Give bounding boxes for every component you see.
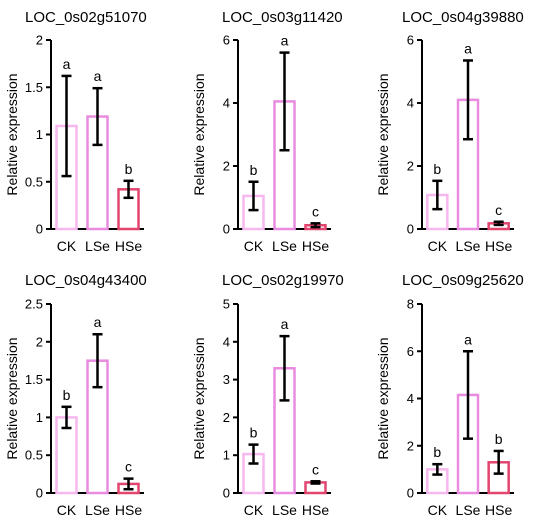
y-tick-label: 0.5: [25, 174, 43, 189]
y-tick-label: 3: [223, 372, 230, 387]
x-category-label: LSe: [85, 502, 110, 518]
y-tick-label: 2: [36, 334, 43, 349]
significance-label: b: [433, 444, 441, 460]
y-tick-label: 0: [36, 486, 43, 501]
significance-label: c: [495, 202, 502, 218]
y-tick-label: 5: [223, 297, 230, 312]
significance-label: b: [125, 161, 133, 177]
y-tick-label: 0: [407, 486, 414, 501]
x-category-label: CK: [428, 238, 448, 254]
x-category-label: LSe: [456, 502, 481, 518]
y-tick-label: 0: [407, 222, 414, 237]
y-tick-label: 0: [36, 222, 43, 237]
significance-label: a: [464, 331, 472, 347]
x-category-label: LSe: [272, 502, 297, 518]
y-axis-label: Relative expression: [375, 73, 391, 195]
x-category-label: HSe: [302, 238, 329, 254]
significance-label: a: [94, 68, 102, 84]
x-category-label: HSe: [485, 502, 512, 518]
y-tick-label: 6: [407, 344, 414, 359]
y-tick-label: 8: [407, 297, 414, 312]
x-category-label: LSe: [456, 238, 481, 254]
y-tick-label: 2.5: [25, 297, 43, 312]
y-tick-label: 4: [223, 96, 230, 111]
y-tick-label: 1: [223, 448, 230, 463]
y-axis-label: Relative expression: [191, 337, 207, 459]
y-tick-label: 1: [36, 127, 43, 142]
y-tick-label: 1: [36, 410, 43, 425]
significance-label: b: [495, 431, 503, 447]
significance-label: a: [281, 33, 289, 49]
significance-label: c: [312, 203, 319, 219]
y-tick-label: 6: [223, 33, 230, 48]
chart-title: LOC_0s02g19970: [222, 272, 344, 289]
chart-title: LOC_0s02g51070: [25, 9, 147, 26]
y-tick-label: 4: [407, 391, 414, 406]
y-tick-label: 0: [223, 222, 230, 237]
y-tick-label: 0.5: [25, 448, 43, 463]
significance-label: b: [63, 387, 71, 403]
x-category-label: CK: [57, 502, 77, 518]
x-category-label: HSe: [115, 502, 142, 518]
significance-label: b: [250, 162, 258, 178]
significance-label: c: [125, 459, 132, 475]
y-axis-label: Relative expression: [191, 73, 207, 195]
chart-title: LOC_0s04g43400: [25, 272, 147, 289]
x-category-label: CK: [57, 238, 77, 254]
chart-title: LOC_0s09g25620: [402, 272, 524, 289]
x-category-label: HSe: [115, 238, 142, 254]
y-tick-label: 1.5: [25, 372, 43, 387]
x-category-label: CK: [244, 238, 264, 254]
y-axis-label: Relative expression: [4, 337, 20, 459]
chart-title: LOC_0s03g11420: [222, 9, 343, 26]
significance-label: b: [433, 161, 441, 177]
significance-label: a: [281, 316, 289, 332]
y-tick-label: 2: [223, 410, 230, 425]
significance-label: c: [312, 461, 319, 477]
significance-label: a: [63, 56, 71, 72]
significance-label: a: [94, 314, 102, 330]
y-tick-label: 4: [407, 96, 414, 111]
significance-label: b: [250, 425, 258, 441]
x-category-label: HSe: [485, 238, 512, 254]
y-tick-label: 0: [223, 486, 230, 501]
y-tick-label: 2: [36, 33, 43, 48]
y-tick-label: 6: [407, 33, 414, 48]
significance-label: a: [464, 40, 472, 56]
y-tick-label: 2: [407, 438, 414, 453]
x-category-label: HSe: [302, 502, 329, 518]
x-category-label: LSe: [272, 238, 297, 254]
x-category-label: CK: [428, 502, 448, 518]
y-tick-label: 2: [223, 159, 230, 174]
y-tick-label: 1.5: [25, 80, 43, 95]
y-tick-label: 2: [407, 159, 414, 174]
x-category-label: CK: [244, 502, 264, 518]
y-axis-label: Relative expression: [375, 337, 391, 459]
y-axis-label: Relative expression: [4, 73, 20, 195]
chart-title: LOC_0s04g39880: [402, 9, 524, 26]
x-category-label: LSe: [85, 238, 110, 254]
y-tick-label: 4: [223, 334, 230, 349]
